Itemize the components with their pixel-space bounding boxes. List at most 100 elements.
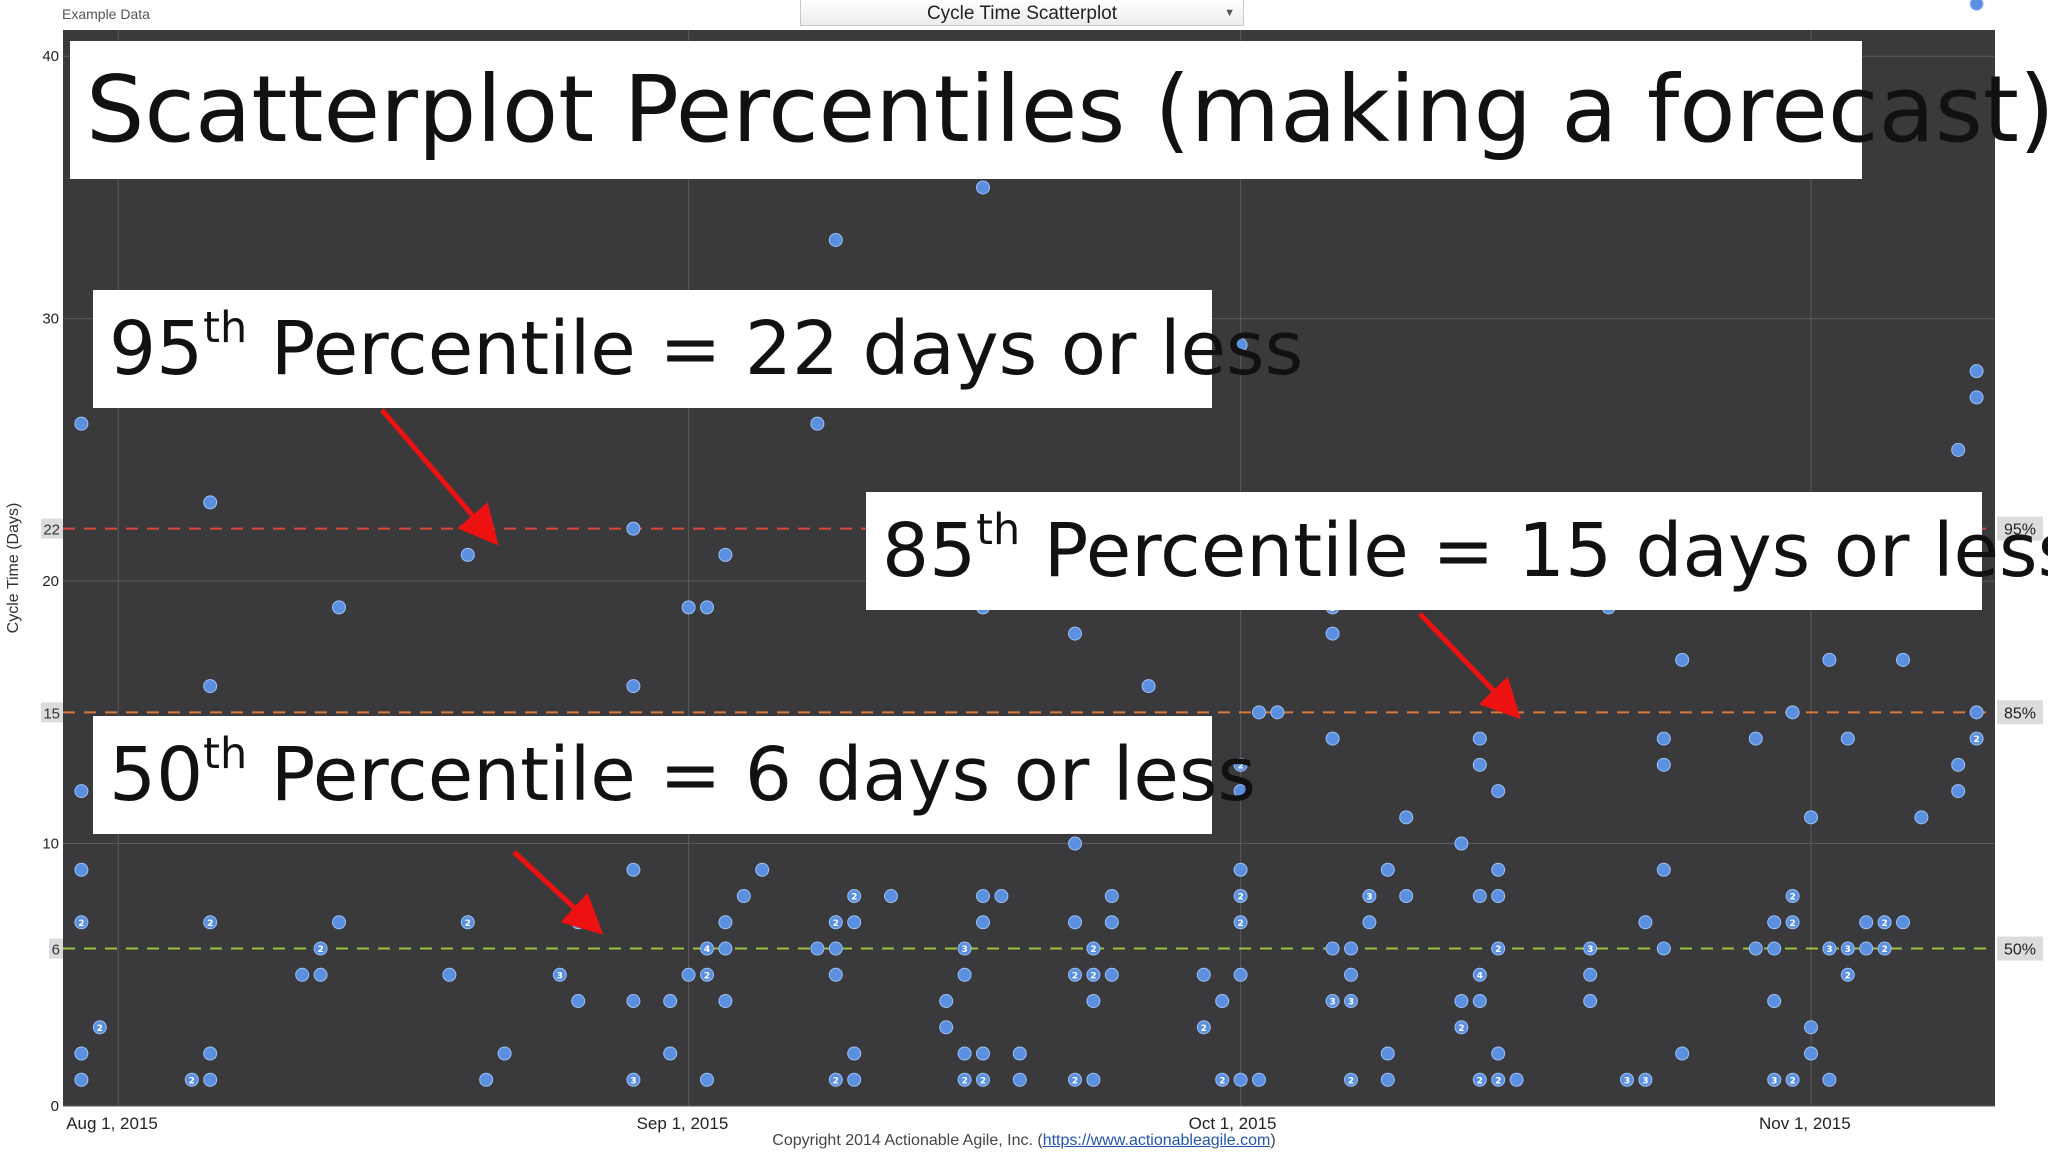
scatter-point [1233,967,1248,982]
red-arrow [512,850,604,935]
scatter-point [1822,652,1837,667]
scatter-point [1233,784,1248,799]
percentile-value-box [41,702,63,723]
chart-type-dropdown[interactable]: Cycle Time Scatterplot ▼ [800,0,1244,26]
scatter-point [1804,810,1818,825]
scatter-point [1068,967,1082,982]
y-tick-label: 0 [51,1098,59,1115]
p50-callout-text: Percentile = 6 days or less [247,732,1257,818]
scatter-point [884,889,898,904]
point-count-label: 2 [1201,1024,1207,1034]
scatter-point [442,967,457,982]
point-count-label: 2 [833,1076,839,1086]
scatter-point [957,967,972,982]
scatter-point [497,1046,512,1061]
percentile-tag-label: 95% [2004,522,2036,539]
scatter-point [184,1072,199,1087]
scatter-point [626,862,641,877]
scatter-point [1969,731,1984,746]
red-arrow [380,408,499,546]
scatter-point [479,1072,494,1087]
scatter-point [1380,862,1395,877]
point-count-label: 2 [980,1076,986,1086]
point-count-label: 2 [1458,1024,1464,1034]
scatter-point [626,521,641,536]
scatter-point [1380,1046,1395,1061]
scatter-point [1877,941,1892,956]
percentile-value-box [49,938,63,959]
scatter-point [1141,679,1156,694]
scatter-point [1491,1072,1506,1087]
scatter-point [1656,862,1671,877]
copyright-footer: Copyright 2014 Actionable Agile, Inc. (h… [0,1132,2048,1150]
scatter-point [1454,836,1469,851]
scatter-point [976,1046,990,1061]
copyright-text-end: ) [1270,1132,1276,1149]
point-count-label: 2 [1219,1076,1225,1086]
p95-callout-number: 95 [109,306,204,392]
scatter-point [1583,941,1598,956]
percentile-tag-box [1997,516,2043,541]
scatter-point [1822,941,1837,956]
scatter-point [939,1020,954,1035]
scatter-point [1638,1072,1653,1087]
slide-title: Scatterplot Percentiles (making a foreca… [86,56,2048,163]
scatter-point [1472,731,1487,746]
scatter-point [1969,390,1984,405]
scatter-point [1362,915,1377,930]
point-count-label: 2 [78,919,84,929]
scatter-point [976,889,990,904]
point-count-label: 3 [961,945,967,955]
scatter-point [1822,1072,1837,1087]
copyright-text: Copyright 2014 Actionable Agile, Inc. ( [772,1132,1043,1149]
point-count-label: 2 [189,1076,195,1086]
scatter-point [1472,889,1487,904]
scatter-point [1896,915,1910,930]
scatter-point [1675,652,1690,667]
scatter-point [994,889,1009,904]
point-count-label: 2 [1789,919,1795,929]
scatter-point [939,994,954,1009]
p95-callout: 95th Percentile = 22 days or less [93,290,1303,408]
scatter-point [1252,705,1266,720]
scatter-point [1325,731,1340,746]
scatter-point [1656,941,1671,956]
scatter-point [1804,1046,1818,1061]
scatter-point [718,547,733,562]
point-count-label: 2 [961,1076,967,1086]
scatter-point [957,941,972,956]
scatter-point [1068,915,1082,930]
scatter-point [332,915,346,930]
point-count-label: 2 [1477,1076,1483,1086]
y-tick-label: 10 [42,836,59,853]
scatter-point [1068,836,1082,851]
scatter-point [203,1072,218,1087]
scatter-point [1196,1020,1211,1035]
scatter-point [1344,994,1358,1009]
scatter-point [681,967,696,982]
scatter-point [681,600,696,615]
scatter-point [1748,731,1763,746]
percentile-tag-box [1997,936,2043,961]
scatter-point [74,784,89,799]
point-count-label: 3 [630,1076,636,1086]
scatter-point [957,1046,972,1061]
scatter-point [847,1046,862,1061]
scatter-point [1380,1072,1395,1087]
scatter-point [1767,1072,1782,1087]
scatter-point [1104,915,1119,930]
scatter-point [1472,994,1487,1009]
scatter-point [700,967,714,982]
scatter-point [203,915,218,930]
scatter-point [700,600,714,615]
point-count-label: 2 [1789,1076,1795,1086]
scatter-point [847,889,862,904]
scatter-point [1086,941,1101,956]
scatter-point [1399,810,1414,825]
point-count-label: 3 [1845,945,1851,955]
scatter-point [1804,1020,1818,1035]
actionableagile-link[interactable]: https://www.actionableagile.com [1042,1132,1271,1149]
p50-callout-ordinal: th [203,728,248,779]
point-count-label: 2 [1495,1076,1501,1086]
scatter-point [1767,915,1782,930]
